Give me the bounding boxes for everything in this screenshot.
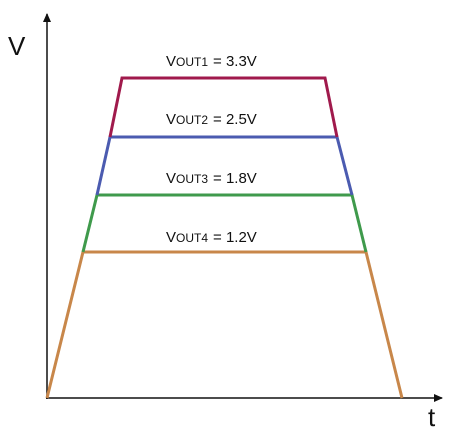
symbol: V (166, 229, 176, 246)
y-axis-label: V (8, 31, 26, 61)
subscript: OUT4 (176, 231, 208, 245)
symbol: V (166, 53, 176, 70)
level-label: VOUT1 = 3.3V (166, 53, 257, 70)
vout2-trace (95, 135, 354, 196)
value: = 1.2V (213, 229, 257, 246)
symbol: V (166, 111, 176, 128)
vout4-trace (45, 250, 404, 399)
subscript: OUT1 (176, 55, 208, 69)
vout1-trace (108, 76, 339, 138)
subscript: OUT3 (176, 172, 208, 186)
symbol: V (166, 170, 176, 187)
level-label: VOUT4 = 1.2V (166, 229, 257, 246)
subscript: OUT2 (176, 113, 208, 127)
value: = 1.8V (213, 170, 257, 187)
level-label: VOUT2 = 2.5V (166, 111, 257, 128)
level-label: VOUT3 = 1.8V (166, 170, 257, 187)
vout3-trace (81, 193, 368, 253)
value: = 2.5V (213, 111, 257, 128)
value: = 3.3V (213, 53, 257, 70)
x-axis-label: t (428, 402, 436, 430)
